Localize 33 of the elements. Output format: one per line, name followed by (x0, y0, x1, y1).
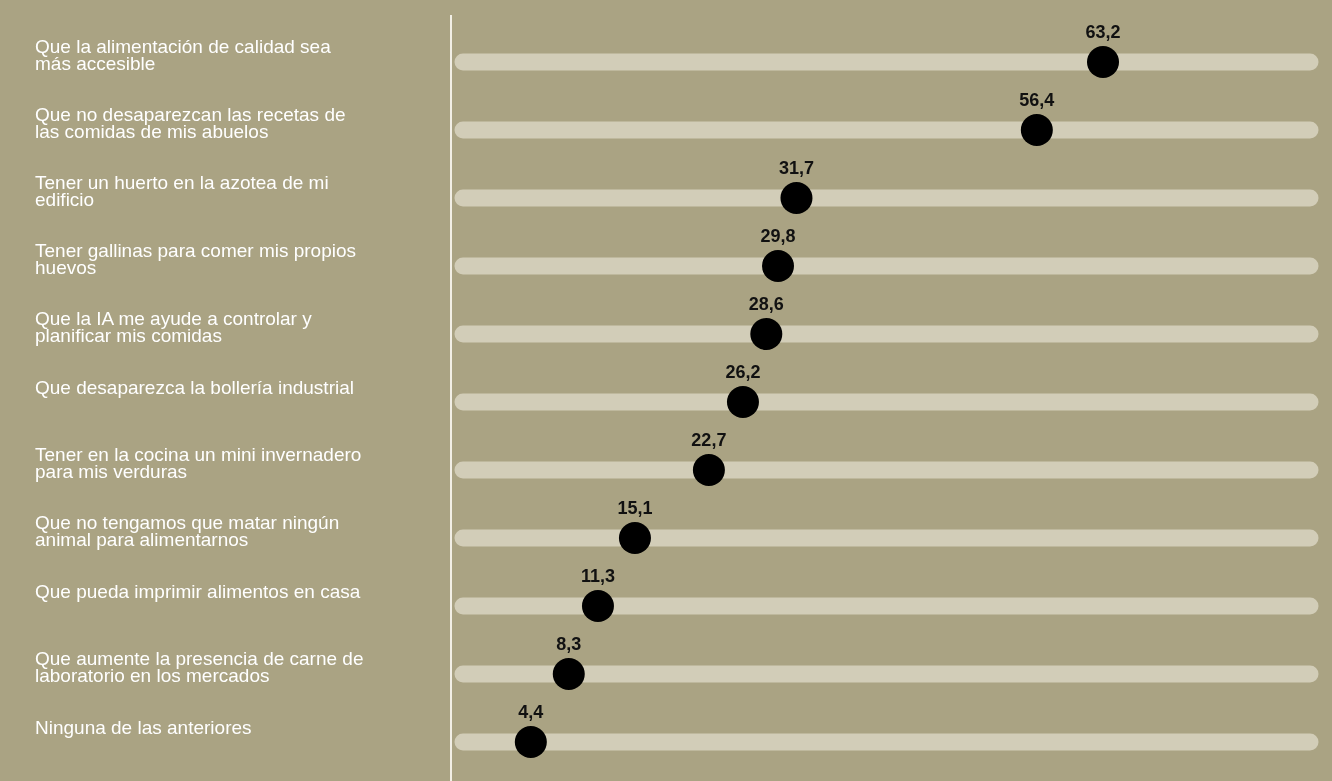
data-label: 11,3 (580, 566, 615, 586)
y-tick-label: Que la alimentación de calidad sea más accesible (35, 36, 332, 74)
data-label: 63,2 (1085, 22, 1121, 42)
data-label: 26,2 (725, 362, 761, 382)
point (581, 590, 614, 622)
point (780, 182, 813, 214)
point (514, 726, 547, 758)
data-label: 8,3 (556, 634, 582, 654)
y-tick-label: Que pueda imprimir alimentos en casa (35, 580, 361, 602)
y-tick-label: Que no tengamos que matar ningún animal para alimentarnos (35, 512, 340, 550)
y-tick-label: Tener en la cocina un mini invernadero para mis verduras (35, 444, 362, 482)
data-label: 22,7 (691, 430, 727, 450)
y-tick-label: Tener gallinas para comer mis propios huevos (35, 240, 357, 278)
data-label: 56,4 (1019, 90, 1055, 110)
point (726, 386, 759, 418)
point (750, 318, 783, 350)
point (618, 522, 651, 554)
point (692, 454, 725, 486)
data-label: 31,7 (778, 158, 814, 178)
point (1020, 114, 1053, 146)
y-tick-label: Tener un huerto en la azotea de mi edificio (35, 172, 329, 210)
point (1087, 46, 1119, 78)
y-tick-label: Que desaparezca la bollería industrial (35, 376, 354, 398)
y-tick-label: Ninguna de las anteriores (35, 716, 252, 738)
data-label: 4,4 (518, 702, 544, 722)
y-tick-label: Que aumente la presencia de carne de laboratorio en los mercados (35, 648, 364, 686)
point (552, 658, 585, 690)
data-label: 29,8 (760, 226, 796, 246)
data-label: 28,6 (748, 294, 784, 314)
y-tick-label: Que la IA me ayude a controlar y planificar mis comidas (35, 308, 313, 346)
point (761, 250, 794, 282)
data-label: 15,1 (617, 498, 653, 518)
y-tick-label: Que no desaparezcan las recetas de las comidas de mis abuelos (35, 104, 346, 142)
